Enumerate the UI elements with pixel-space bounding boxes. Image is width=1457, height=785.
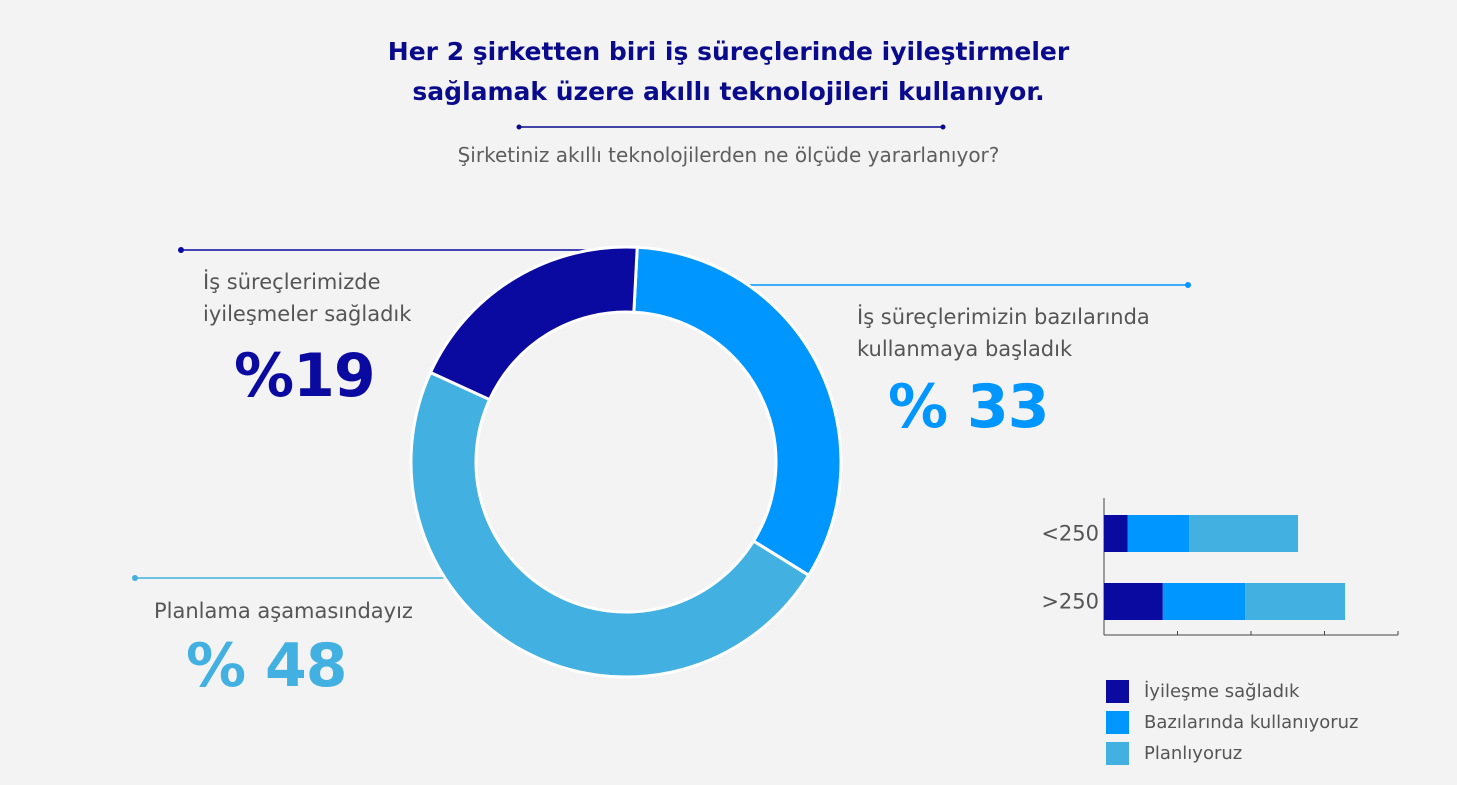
segment-label-started-line2: kullanmaya başladık	[857, 337, 1073, 361]
legend-label: İyileşme sağladık	[1144, 681, 1300, 702]
bar-segment	[1245, 583, 1346, 620]
segment-value-started: % 33	[888, 372, 1050, 442]
segment-label-improved-line2: iyileşmeler sağladık	[203, 302, 412, 326]
legend-swatch	[1106, 680, 1129, 703]
bar-category-label: >250	[1041, 590, 1099, 614]
divider-dot	[940, 124, 946, 130]
segment-label-planning: Planlama aşamasındayız	[154, 595, 413, 627]
chart-title: Her 2 şirketten biri iş süreçlerinde iyi…	[0, 32, 1457, 112]
bar-category-label: <250	[1041, 522, 1099, 546]
leader-dot	[1185, 282, 1191, 288]
legend-item-planning: Planlıyoruz	[1106, 738, 1359, 769]
segment-value-planning: % 48	[186, 631, 348, 701]
segment-label-started: İş süreçlerimizin bazılarında kullanmaya…	[857, 301, 1150, 365]
divider-dot	[516, 124, 522, 130]
leader-dot	[132, 575, 138, 581]
segment-label-started-line1: İş süreçlerimizin bazılarında	[857, 305, 1150, 329]
bar-segment	[1104, 515, 1128, 552]
bar-segment	[1127, 515, 1190, 552]
bar-segment	[1104, 583, 1163, 620]
donut-slice-planning	[409, 370, 811, 679]
leader-dot	[178, 247, 184, 253]
legend-item-partial: Bazılarında kullanıyoruz	[1106, 707, 1359, 738]
segment-label-planning-line1: Planlama aşamasındayız	[154, 599, 413, 623]
bar-segment	[1189, 515, 1299, 552]
stacked-bar-chart: <250 >250	[1041, 498, 1399, 636]
title-line-2: sağlamak üzere akıllı teknolojileri kull…	[412, 77, 1045, 106]
segment-label-improved: İş süreçlerimizde iyileşmeler sağladık	[203, 266, 411, 330]
bar-segment	[1162, 583, 1246, 620]
segment-label-improved-line1: İş süreçlerimizde	[203, 270, 381, 294]
chart-subtitle: Şirketiniz akıllı teknolojilerden ne ölç…	[457, 143, 1000, 167]
donut-slice-improved	[428, 245, 639, 402]
legend-swatch	[1106, 742, 1129, 765]
title-line-1: Her 2 şirketten biri iş süreçlerinde iyi…	[387, 37, 1070, 66]
legend-label: Bazılarında kullanıyoruz	[1144, 712, 1359, 733]
bar-legend: İyileşme sağladık Bazılarında kullanıyor…	[1106, 676, 1359, 769]
legend-swatch	[1106, 711, 1129, 734]
donut-slice-started	[632, 245, 843, 578]
legend-item-improved: İyileşme sağladık	[1106, 676, 1359, 707]
segment-value-improved: %19	[234, 341, 376, 411]
donut-chart	[409, 245, 843, 679]
legend-label: Planlıyoruz	[1144, 743, 1243, 764]
